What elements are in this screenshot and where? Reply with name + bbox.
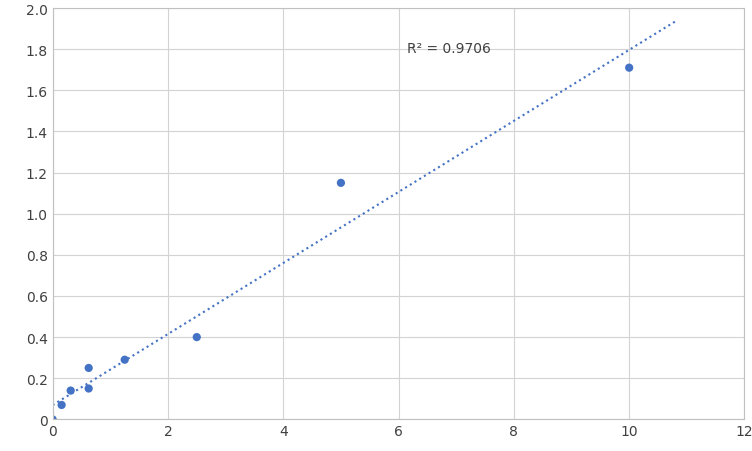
Point xyxy=(335,180,347,187)
Text: R² = 0.9706: R² = 0.9706 xyxy=(408,42,491,56)
Point xyxy=(83,385,95,392)
Point xyxy=(119,356,131,364)
Point xyxy=(65,387,77,394)
Point xyxy=(191,334,203,341)
Point xyxy=(623,65,635,72)
Point xyxy=(56,401,68,409)
Point xyxy=(47,416,59,423)
Point xyxy=(83,364,95,372)
